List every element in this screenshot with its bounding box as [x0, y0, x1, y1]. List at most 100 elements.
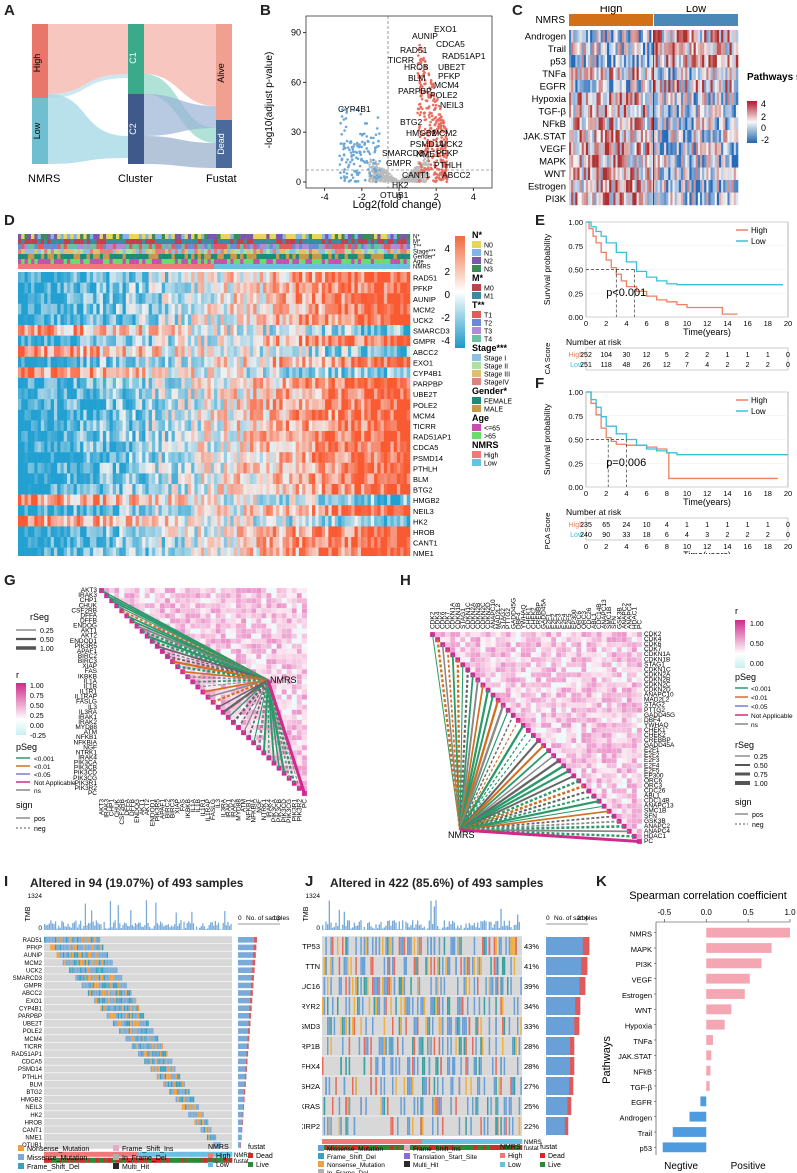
heatmap-c-cell: [651, 167, 654, 181]
heatmap-c-cell: [592, 155, 595, 168]
volcano-point-down: [340, 133, 343, 136]
heatmap-c-cell: [710, 155, 713, 168]
heatmap-d-cell: [83, 293, 87, 304]
heatmap-d-cell: [132, 378, 136, 389]
heatmap-d-annot-cell: [204, 244, 208, 249]
heatmap-d-cell: [60, 441, 65, 453]
heatmap-d-cell: [321, 399, 326, 410]
volcano-point-ns: [423, 157, 427, 161]
heatmap-d-cell: [161, 388, 166, 400]
heatmap-d-cell: [31, 356, 35, 368]
heatmap-d-cell: [99, 346, 104, 357]
heatmap-d-cell: [168, 314, 172, 326]
heatmap-c-cell: [708, 117, 711, 131]
heatmap-d-annot-cell: [396, 234, 401, 239]
heatmap-d-cell: [354, 293, 359, 304]
heatmap-d-cell: [223, 399, 228, 410]
heatmap-c-cell: [683, 67, 686, 81]
heatmap-d-cell: [367, 420, 372, 432]
heatmap-d-cell: [161, 367, 166, 379]
heatmap-d-cell: [331, 335, 336, 347]
volcano-point-up: [418, 81, 422, 85]
heatmap-d-annot-cell: [148, 264, 153, 269]
heatmap-d-cell: [34, 409, 38, 421]
heatmap-c-cell: [645, 167, 648, 181]
heatmap-d-cell: [73, 303, 78, 315]
heatmap-d-annot-cell: [165, 249, 169, 254]
heatmap-d-cell: [233, 325, 238, 336]
heatmap-d-annot-cell: [361, 259, 365, 264]
heatmap-c-cell: [716, 92, 720, 106]
heatmap-d-cell: [21, 388, 25, 400]
heatmap-d-cell: [331, 314, 336, 326]
heatmap-d-cell: [227, 335, 231, 347]
heatmap-d-cell: [76, 314, 81, 326]
heatmap-c-cell: [676, 92, 680, 106]
heatmap-c-cell: [723, 155, 726, 168]
heatmap-d-annot-cell: [227, 239, 231, 244]
heatmap-d-cell: [253, 420, 257, 432]
heatmap-d-cell: [357, 399, 362, 410]
heatmap-d-annot-cell: [122, 259, 126, 264]
heatmap-c-cell: [661, 67, 665, 81]
heatmap-d-cell: [308, 431, 313, 442]
heatmap-d-cell: [191, 367, 195, 379]
heatmap-d-cell: [305, 303, 310, 315]
heatmap-d-annot-cell: [187, 249, 192, 254]
volcano-point-down: [339, 121, 342, 125]
heatmap-d-cell: [50, 346, 55, 357]
heatmap-d-cell: [344, 325, 349, 336]
heatmap-d-cell: [370, 399, 375, 410]
volcano-point-down: [353, 143, 356, 146]
heatmap-d-cell: [236, 293, 241, 304]
heatmap-d-cell: [328, 303, 332, 315]
volcano-point-up: [441, 151, 444, 154]
heatmap-d-annot-cell: [292, 249, 296, 254]
heatmap-d-annot-cell: [354, 264, 358, 269]
heatmap-d-cell: [396, 335, 401, 347]
heatmap-d-cell: [308, 282, 313, 294]
heatmap-d-cell: [364, 356, 368, 368]
heatmap-c-cell: [702, 130, 705, 143]
heatmap-d-annot-cell: [132, 264, 136, 269]
heatmap-d-cell: [308, 293, 313, 304]
heatmap-d-cell: [37, 335, 42, 347]
volcano-point-down: [350, 158, 354, 161]
heatmap-d-cell: [122, 356, 127, 368]
heatmap-c-cell: [604, 130, 608, 143]
heatmap-c-cell: [702, 55, 705, 68]
heatmap-d-cell: [142, 272, 146, 283]
heatmap-d-annot-cell: [217, 264, 221, 269]
heatmap-c-cell: [723, 117, 726, 131]
heatmap-d-cell: [197, 282, 202, 294]
heatmap-c-cell: [716, 192, 720, 206]
heatmap-d-cell: [73, 335, 78, 347]
sankey-flow-c1-alive: [144, 24, 216, 106]
heatmap-d-cell: [27, 346, 32, 357]
heatmap-d-annot-cell: [341, 249, 345, 254]
heatmap-d-annot-cell: [132, 244, 136, 249]
heatmap-d-cell: [220, 314, 225, 326]
heatmap-c-cell: [657, 130, 661, 143]
heatmap-d-cell: [214, 378, 218, 389]
heatmap-c-cell: [594, 80, 597, 93]
heatmap-c-cell: [708, 155, 711, 168]
heatmap-d-cell: [246, 431, 251, 442]
heatmap-d-cell: [256, 282, 261, 294]
heatmap-d-annot-cell: [161, 259, 166, 264]
heatmap-d-cell: [318, 420, 323, 432]
heatmap-d-annot-cell: [142, 244, 146, 249]
heatmap-d-annot-cell: [106, 264, 110, 269]
heatmap-d-cell: [21, 356, 25, 368]
heatmap-d-cell: [44, 420, 48, 432]
heatmap-d-cell: [361, 409, 365, 421]
heatmap-c-cell: [636, 105, 640, 118]
heatmap-d-cell: [96, 314, 100, 326]
volcano-ylabel: -log10(adjust p-value): [264, 52, 275, 149]
heatmap-d-annot-cell: [357, 259, 362, 264]
heatmap-c-cell: [594, 55, 597, 68]
heatmap-c-cell: [602, 42, 606, 56]
heatmap-c-cell: [659, 55, 663, 68]
heatmap-d-cell: [380, 388, 385, 400]
heatmap-c-cell: [588, 92, 591, 106]
